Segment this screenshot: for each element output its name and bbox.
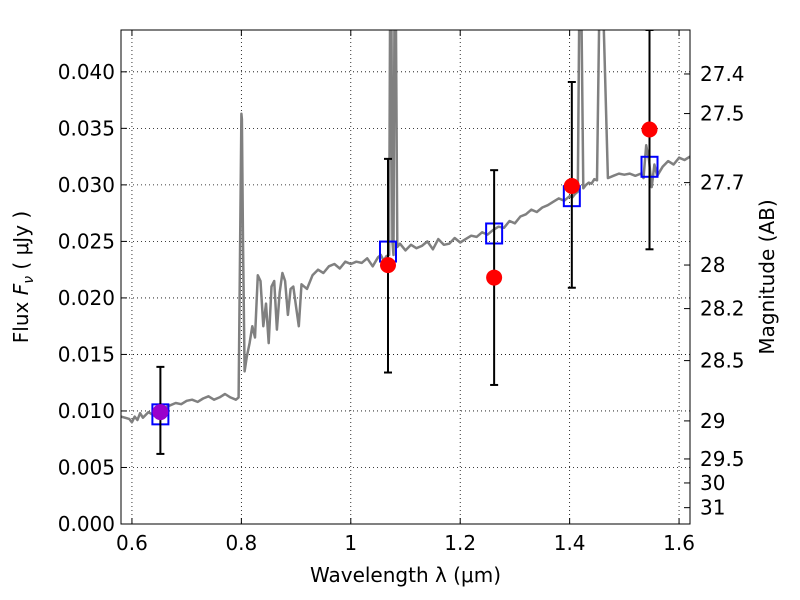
model-spectrum-line [121, 30, 690, 424]
x-tick-label: 1.4 [554, 531, 586, 555]
axes-frame [120, 29, 691, 525]
observed-flux-point [641, 121, 658, 138]
ticks: 0.6 0.8 1 1.2 1.4 1.6 0.000 0.005 0.010 0.015 0.02… [58, 30, 745, 555]
y-tick-label: 0.040 [58, 60, 115, 84]
y2-tick-label: 27.7 [700, 171, 745, 195]
y2-tick-label: 29 [700, 409, 725, 433]
observed-flux-point [379, 257, 396, 274]
x-tick-label: 1.2 [444, 531, 476, 555]
observed-flux-point [152, 404, 169, 421]
y2-axis-label: Magnitude (AB) [755, 199, 779, 354]
y-axis-label-symbol: F [9, 283, 33, 295]
y-tick-label: 0.010 [58, 399, 115, 423]
plot-area [121, 30, 690, 455]
y-axis-label-post: ( μJy ) [9, 211, 33, 276]
y2-tick-label: 28.5 [700, 349, 745, 373]
y-tick-label: 0.035 [58, 116, 115, 140]
y-tick-label: 0.020 [58, 286, 115, 310]
x-tick-label: 0.8 [225, 531, 257, 555]
y-axis-label-subscript: ν [21, 276, 37, 284]
y2-tick-label: 28 [700, 253, 725, 277]
y2-tick-label: 28.2 [700, 297, 745, 321]
y-tick-label: 0.025 [58, 229, 115, 253]
y-tick-label: 0.015 [58, 342, 115, 366]
y-axis-label: Flux Fν ( μJy ) [9, 211, 37, 343]
plot-content [121, 30, 690, 455]
y-tick-label: 0.000 [58, 512, 115, 536]
y2-tick-label: 27.5 [700, 102, 745, 126]
x-tick-label: 1.6 [663, 531, 695, 555]
observed-flux-point [563, 178, 580, 194]
x-tick-label: 1 [344, 531, 357, 555]
observed-flux-point [486, 269, 503, 286]
y-tick-label: 0.005 [58, 455, 115, 479]
y2-tick-label: 29.5 [700, 447, 745, 471]
y2-tick-label: 27.4 [700, 62, 745, 86]
x-tick-label: 0.6 [116, 531, 148, 555]
y-tick-label: 0.030 [58, 173, 115, 197]
y2-tick-label: 30 [700, 471, 725, 495]
y2-tick-label: 31 [700, 496, 725, 520]
x-axis-label: Wavelength λ (μm) [310, 563, 501, 587]
y-axis-label-pre: Flux [9, 295, 33, 343]
